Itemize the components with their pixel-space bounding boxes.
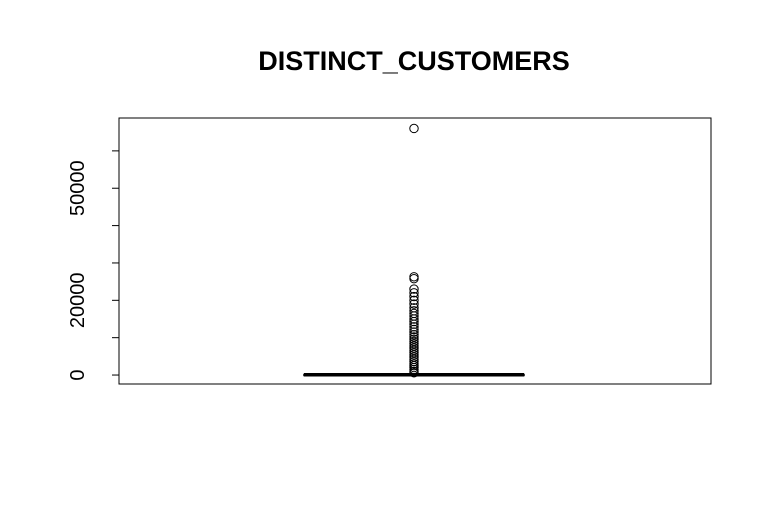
outlier-point [409, 343, 419, 353]
outlier-point [409, 329, 419, 340]
outlier-point [409, 334, 419, 344]
outlier-point [409, 338, 419, 349]
chart-title: DISTINCT_CUSTOMERS [258, 46, 570, 76]
outlier-point [409, 288, 419, 298]
outlier-point [409, 273, 419, 284]
y-tick-label: 0 [67, 369, 89, 380]
outlier-points [409, 123, 419, 378]
outlier-point [409, 341, 419, 351]
outlier-point [409, 324, 419, 335]
outlier-point [409, 336, 419, 347]
outlier-point [409, 350, 419, 360]
y-tick-label: 50000 [67, 160, 89, 216]
outlier-point [409, 368, 419, 378]
outlier-point [409, 295, 419, 306]
outlier-point [409, 319, 419, 329]
outlier-point [409, 272, 419, 282]
outlier-point [409, 316, 419, 327]
outlier-point [409, 332, 419, 342]
outlier-point [409, 356, 419, 367]
outlier-point [409, 314, 419, 324]
outlier-point [409, 284, 419, 294]
outlier-point [409, 347, 419, 358]
y-axis: 0 20000 50000 [67, 150, 119, 381]
outlier-point [409, 345, 419, 356]
y-tick-label: 20000 [67, 273, 89, 329]
outlier-point [409, 322, 419, 332]
outlier-point [409, 327, 419, 337]
outlier-point [409, 291, 419, 302]
outlier-point [409, 299, 419, 309]
outlier-point [409, 123, 419, 134]
